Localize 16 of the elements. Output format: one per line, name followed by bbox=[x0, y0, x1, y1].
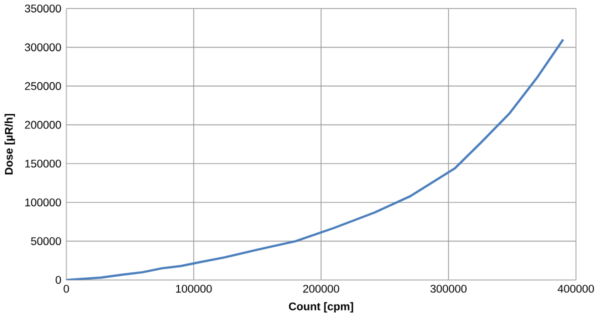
y-tick-label: 200000 bbox=[25, 120, 61, 129]
x-tick-label: 300000 bbox=[430, 284, 467, 293]
y-axis-title: Dose [µR/h] bbox=[4, 114, 15, 174]
y-tick-label: 0 bbox=[56, 276, 61, 284]
y-tick-label: 250000 bbox=[25, 82, 61, 90]
x-tick-label: 400000 bbox=[558, 284, 594, 293]
x-tick-label: 0 bbox=[64, 284, 69, 293]
y-tick-label: 350000 bbox=[24, 4, 61, 12]
x-tick-label: 100000 bbox=[176, 284, 212, 293]
x-axis-title: Count [cpm] bbox=[288, 302, 354, 312]
line-series bbox=[66, 38, 564, 280]
x-tick-label: 200000 bbox=[303, 284, 340, 293]
y-tick-label: 150000 bbox=[25, 160, 61, 168]
y-tick-label: 100000 bbox=[25, 198, 61, 206]
y-tick-label: 300000 bbox=[24, 43, 61, 52]
y-tick-label: 50000 bbox=[31, 237, 61, 246]
